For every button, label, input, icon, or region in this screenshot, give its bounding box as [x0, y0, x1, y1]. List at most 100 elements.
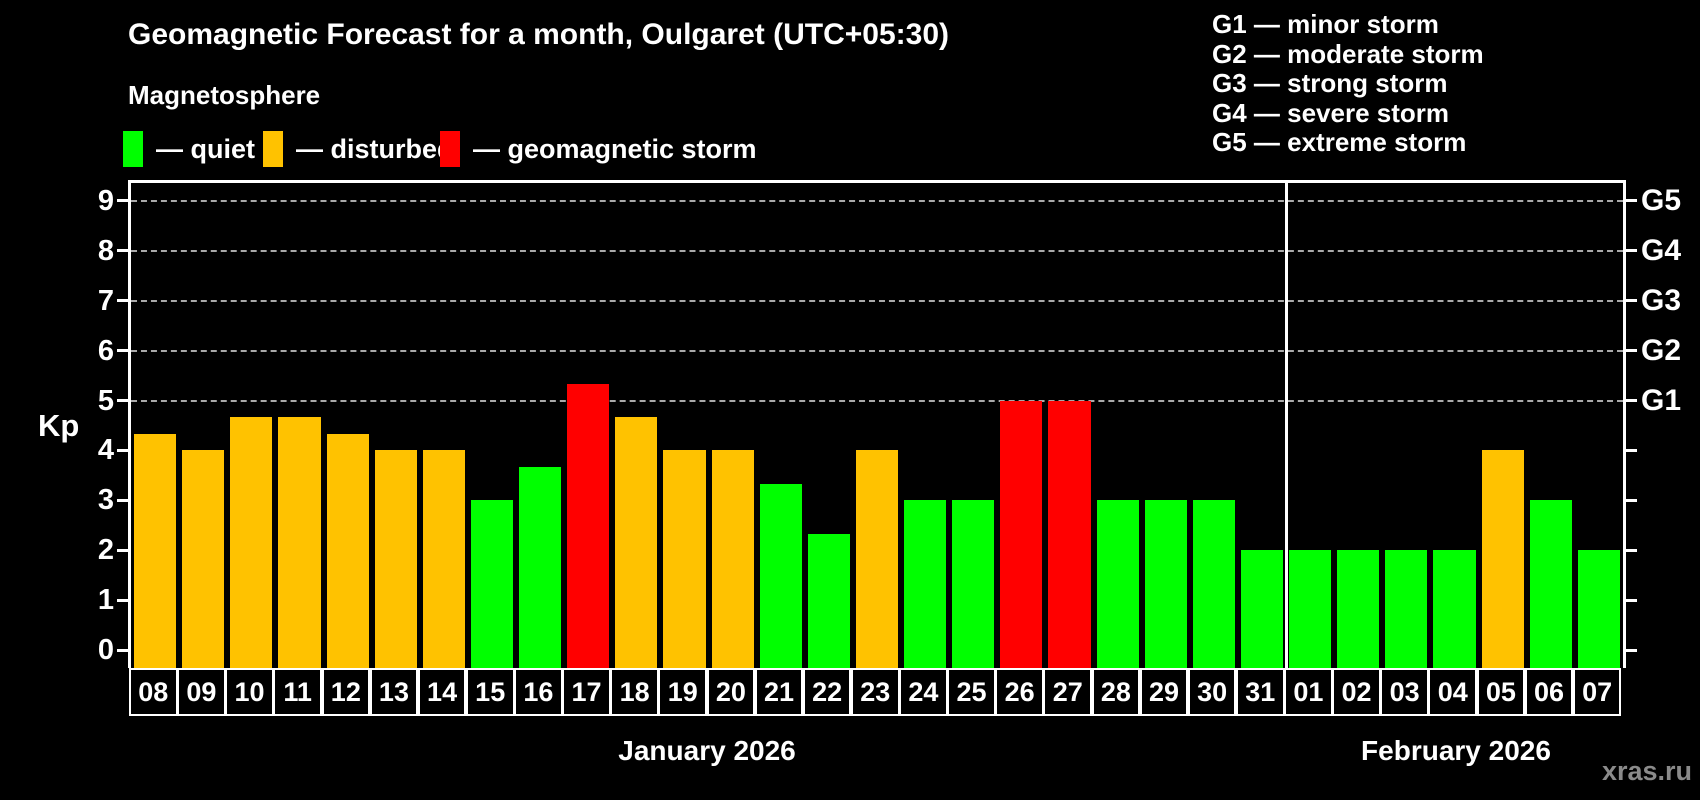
y-tick-label: 0	[97, 634, 114, 666]
month-divider	[1284, 183, 1288, 668]
right-axis-tick	[1626, 349, 1637, 353]
chart-title: Geomagnetic Forecast for a month, Oulgar…	[128, 18, 950, 51]
bar-day-31	[1240, 550, 1284, 668]
day-label: 09	[177, 668, 226, 716]
day-label: 12	[321, 668, 371, 716]
bar-day-11	[278, 416, 321, 668]
day-label: 29	[1139, 668, 1189, 716]
right-axis-label-g2: G2	[1641, 333, 1682, 367]
watermark: xras.ru	[1601, 756, 1692, 786]
day-label: 28	[1091, 668, 1141, 716]
right-axis-tick	[1626, 448, 1637, 452]
day-label: 16	[514, 668, 563, 716]
bar-day-26	[1000, 400, 1043, 668]
y-axis-tick	[117, 648, 128, 652]
storm-color-swatch	[440, 131, 460, 167]
y-axis-spine	[128, 183, 131, 668]
month-label-february: February 2026	[1361, 735, 1551, 766]
bar-day-03	[1385, 550, 1428, 668]
bar-day-16	[519, 466, 562, 668]
legend-label-disturbed: — disturbed	[296, 133, 454, 164]
day-label: 19	[658, 668, 708, 716]
legend-item-storm: — geomagnetic storm	[440, 131, 757, 167]
bar-day-27	[1048, 400, 1091, 668]
day-label: 03	[1380, 668, 1429, 716]
g-scale-legend: G1 — minor storm G2 — moderate storm G3 …	[1212, 9, 1484, 158]
gridline-kp9	[131, 199, 1623, 202]
bar-day-29	[1144, 500, 1187, 668]
day-label: 18	[610, 668, 659, 716]
y-axis-tick	[117, 498, 128, 502]
bar-day-13	[374, 450, 417, 668]
bar-day-02	[1337, 550, 1380, 668]
g1-legend-line: G1 — minor storm	[1212, 9, 1439, 39]
right-axis-tick	[1626, 199, 1637, 203]
right-axis-tick	[1626, 648, 1637, 652]
legend-label-storm: — geomagnetic storm	[473, 133, 757, 164]
bar-day-05	[1481, 450, 1524, 668]
day-label: 22	[802, 668, 852, 716]
right-axis-label-g5: G5	[1641, 183, 1682, 217]
right-axis-tick	[1626, 598, 1637, 602]
bar-day-21	[759, 483, 802, 668]
y-axis-label: Kp	[38, 408, 80, 443]
g5-legend-line: G5 — extreme storm	[1212, 127, 1467, 157]
day-label: 02	[1332, 668, 1381, 716]
gridline-kp6	[131, 349, 1623, 352]
day-label: 14	[417, 668, 467, 716]
y-axis-tick	[117, 598, 128, 602]
y-tick-label: 9	[97, 184, 114, 217]
right-axis-tick	[1626, 299, 1637, 303]
bar-day-14	[422, 450, 465, 668]
day-label: 05	[1476, 668, 1526, 716]
bar-day-07	[1577, 550, 1620, 668]
legend-item-quiet: — quiet	[123, 131, 255, 167]
y-tick-label: 8	[97, 234, 114, 267]
y-axis-tick	[117, 299, 128, 303]
bar-day-25	[952, 500, 995, 668]
y-axis-tick	[117, 448, 128, 452]
bar-day-09	[182, 450, 225, 668]
day-label: 17	[562, 668, 611, 716]
y-tick-label: 1	[97, 584, 114, 617]
day-label: 23	[850, 668, 900, 716]
y-tick-label: 2	[97, 534, 114, 567]
disturbed-color-swatch	[263, 131, 283, 167]
y-tick-label: 7	[97, 284, 114, 317]
y-axis-tick	[117, 249, 128, 253]
bar-day-19	[663, 450, 706, 668]
bar-day-24	[904, 500, 947, 668]
day-label: 26	[995, 668, 1044, 716]
g2-legend-line: G2 — moderate storm	[1212, 38, 1484, 69]
bar-day-08	[134, 433, 177, 668]
legend-item-disturbed: — disturbed	[263, 131, 454, 167]
right-axis-spine	[1623, 183, 1626, 668]
bar-day-12	[326, 433, 369, 668]
y-axis-tick	[117, 199, 128, 203]
day-label: 15	[465, 668, 515, 716]
y-tick-label: 4	[97, 434, 114, 467]
day-label: 01	[1284, 668, 1333, 716]
right-axis-label-g3: G3	[1641, 283, 1682, 317]
bar-day-06	[1529, 500, 1572, 668]
month-label-january: January 2026	[618, 735, 796, 766]
bar-day-28	[1096, 500, 1139, 668]
day-label: 30	[1187, 668, 1237, 716]
right-axis-tick	[1626, 249, 1637, 253]
right-axis-label-g1: G1	[1641, 383, 1682, 417]
day-label: 06	[1524, 668, 1574, 716]
y-axis-tick	[117, 548, 128, 552]
bar-day-30	[1192, 500, 1235, 668]
bar-day-17	[567, 384, 610, 668]
magnetosphere-label: Magnetosphere	[128, 80, 321, 110]
gridline-kp7	[131, 299, 1623, 302]
bar-day-23	[855, 450, 899, 668]
day-label: 21	[754, 668, 804, 716]
quiet-color-swatch	[123, 131, 143, 167]
legend-label-quiet: — quiet	[156, 133, 255, 164]
day-label: 27	[1043, 668, 1093, 716]
gridline-kp5	[131, 399, 1623, 402]
y-tick-label: 6	[97, 334, 114, 367]
right-axis-label-g4: G4	[1641, 233, 1682, 267]
day-label: 20	[706, 668, 756, 716]
